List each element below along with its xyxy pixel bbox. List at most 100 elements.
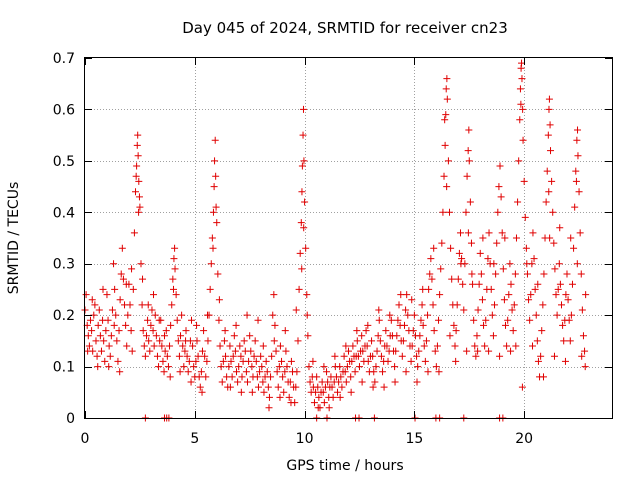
data-point	[426, 270, 434, 278]
data-point	[462, 208, 470, 216]
data-point	[227, 357, 235, 365]
data-point	[477, 270, 485, 278]
data-point	[338, 383, 346, 391]
data-point	[136, 203, 144, 211]
data-point	[93, 352, 101, 360]
data-point	[452, 327, 460, 335]
data-point	[572, 177, 580, 185]
data-point	[415, 347, 423, 355]
data-point	[414, 363, 422, 371]
data-point	[297, 219, 305, 227]
data-point	[353, 327, 361, 335]
data-point	[446, 208, 454, 216]
data-point	[447, 244, 455, 252]
data-point	[349, 342, 357, 350]
data-point	[383, 342, 391, 350]
data-point	[503, 342, 511, 350]
data-point	[142, 332, 150, 340]
data-point	[399, 337, 407, 345]
data-point	[351, 368, 359, 376]
data-point	[441, 116, 449, 124]
data-point	[465, 126, 473, 134]
data-point	[476, 249, 484, 257]
data-point	[110, 260, 118, 268]
data-point	[577, 270, 585, 278]
data-point	[212, 172, 220, 180]
data-point	[430, 244, 438, 252]
data-point	[194, 352, 202, 360]
y-axis-label: SRMTID / TECUs	[6, 182, 22, 295]
data-point	[556, 224, 564, 232]
data-point	[132, 188, 140, 196]
data-point	[178, 311, 186, 319]
data-point	[246, 332, 254, 340]
data-point	[240, 337, 248, 345]
data-point	[162, 327, 170, 335]
data-point	[150, 291, 158, 299]
data-point	[542, 198, 550, 206]
data-point	[111, 285, 119, 293]
data-point	[573, 260, 581, 268]
data-point	[488, 311, 496, 319]
data-point	[145, 337, 153, 345]
data-point	[562, 291, 570, 299]
data-point	[201, 352, 209, 360]
data-point	[226, 383, 234, 391]
data-point	[265, 404, 273, 412]
data-point	[176, 368, 184, 376]
data-point	[446, 332, 454, 340]
data-point	[540, 270, 548, 278]
data-point	[170, 255, 178, 263]
data-point	[95, 306, 103, 314]
data-point	[294, 337, 302, 345]
data-point	[492, 270, 500, 278]
data-point	[82, 291, 90, 299]
data-point	[435, 368, 443, 376]
data-point	[175, 352, 183, 360]
data-point	[88, 296, 96, 304]
data-point	[262, 357, 270, 365]
data-point	[519, 136, 527, 144]
data-point	[301, 198, 309, 206]
data-point	[310, 399, 318, 407]
data-point	[534, 280, 542, 288]
data-point	[464, 229, 472, 237]
data-point	[460, 306, 468, 314]
data-point	[386, 311, 394, 319]
data-point	[448, 275, 456, 283]
data-point	[459, 280, 467, 288]
data-point	[416, 332, 424, 340]
data-point	[463, 172, 471, 180]
data-point	[556, 280, 564, 288]
data-point	[359, 347, 367, 355]
data-point	[498, 229, 506, 237]
data-point	[259, 378, 267, 386]
data-point	[122, 280, 130, 288]
data-point	[547, 147, 555, 155]
data-point	[187, 378, 195, 386]
data-point	[276, 342, 284, 350]
data-point	[567, 234, 575, 242]
data-point	[347, 388, 355, 396]
data-point	[474, 347, 482, 355]
data-point	[230, 332, 238, 340]
x-tick-label: 10	[296, 431, 314, 447]
data-point	[454, 275, 462, 283]
data-point	[554, 285, 562, 293]
data-point	[512, 342, 520, 350]
data-point	[391, 378, 399, 386]
data-point	[118, 244, 126, 252]
data-point	[320, 399, 328, 407]
data-point	[207, 260, 215, 268]
data-point	[137, 260, 145, 268]
data-point	[128, 347, 136, 355]
data-point	[100, 337, 108, 345]
data-point	[94, 321, 102, 329]
data-point	[225, 363, 233, 371]
data-point	[268, 352, 276, 360]
y-tick-label: 0.7	[53, 51, 75, 67]
data-point	[185, 357, 193, 365]
data-point	[161, 347, 169, 355]
data-point	[99, 285, 107, 293]
data-point	[295, 285, 303, 293]
